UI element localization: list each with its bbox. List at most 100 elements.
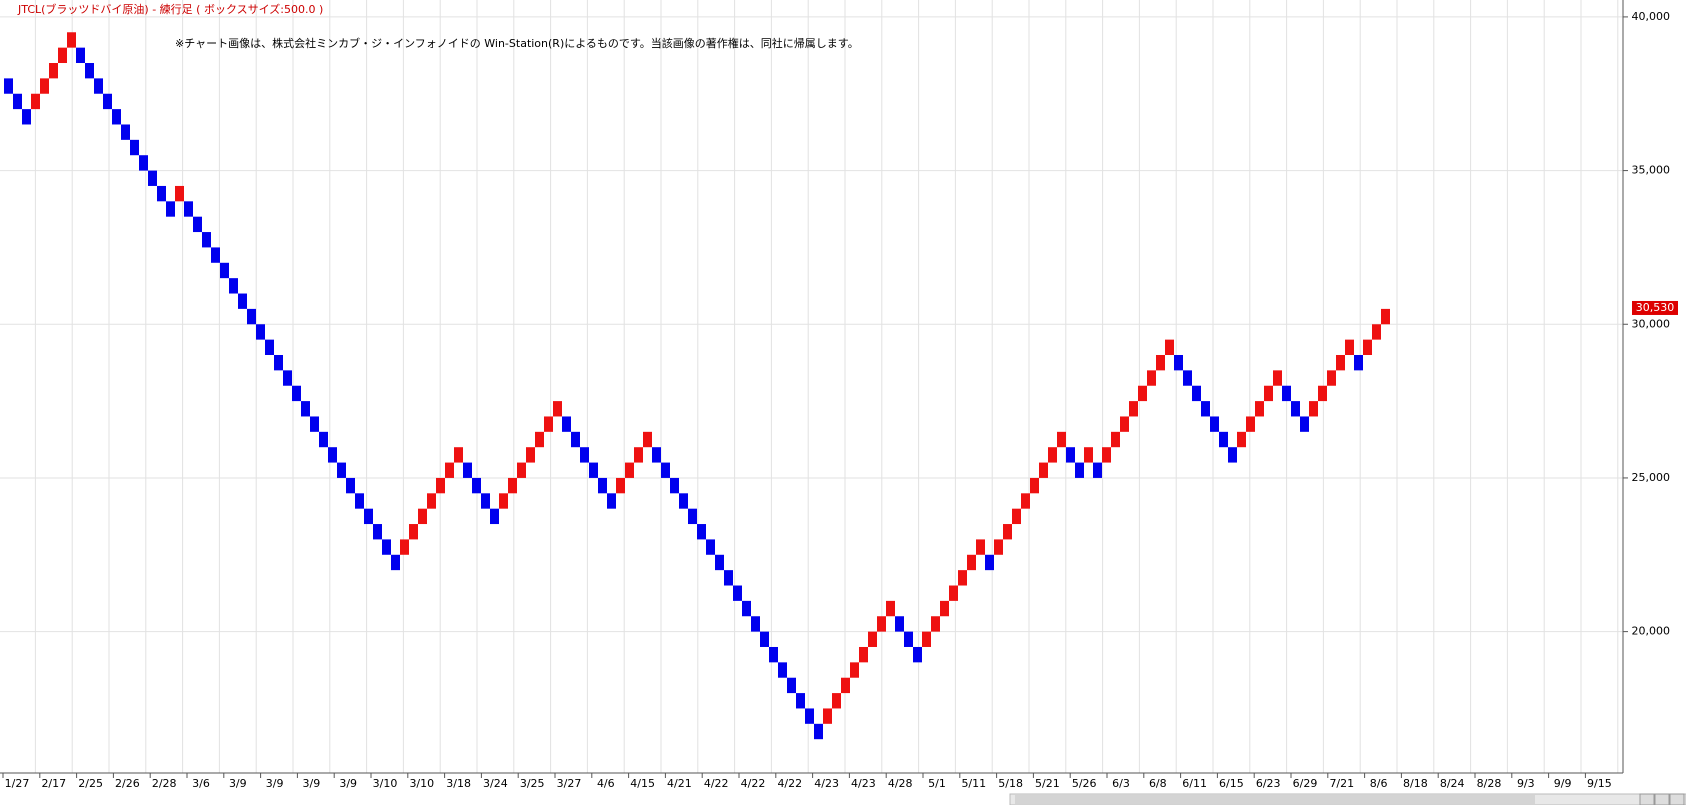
renko-brick [661,462,670,478]
renko-brick [742,600,751,617]
renko-brick [1021,493,1030,509]
renko-brick [247,308,256,325]
renko-brick [283,370,292,386]
renko-brick [760,631,769,647]
x-tick-label: 3/10 [373,777,398,790]
scrollbar[interactable] [1009,793,1686,805]
renko-brick [553,401,562,417]
renko-brick [931,616,940,632]
x-tick-label: 5/18 [998,777,1023,790]
renko-brick [445,462,454,478]
renko-brick [1309,401,1318,417]
renko-brick [382,539,391,555]
x-tick-label: 3/9 [303,777,321,790]
renko-brick [832,693,841,709]
renko-brick [1012,508,1021,525]
x-tick-label: 6/29 [1293,777,1318,790]
renko-brick [1246,416,1255,432]
renko-brick [67,32,76,48]
x-tick-label: 3/6 [192,777,210,790]
renko-brick [31,93,40,110]
renko-brick [724,570,733,586]
renko-brick [1030,477,1039,494]
renko-brick [859,646,868,663]
x-tick-label: 4/23 [851,777,876,790]
x-tick-label: 6/15 [1219,777,1244,790]
renko-brick [373,524,382,540]
scroll-button[interactable] [1639,793,1655,805]
x-tick-label: 6/8 [1149,777,1167,790]
renko-brick [1156,354,1165,371]
x-tick-label: 3/27 [557,777,582,790]
renko-brick [1003,524,1012,540]
renko-brick [751,616,760,632]
x-tick-label: 3/24 [483,777,508,790]
x-tick-label: 4/23 [814,777,839,790]
renko-brick [4,78,13,94]
renko-brick [841,677,850,694]
renko-brick [220,262,229,279]
x-tick-label: 3/10 [409,777,434,790]
x-tick-label: 5/11 [961,777,986,790]
renko-brick [319,431,328,448]
scroll-button[interactable] [1669,793,1685,805]
x-tick-label: 4/22 [741,777,766,790]
x-tick-label: 3/9 [339,777,357,790]
renko-brick [310,416,319,432]
renko-brick [922,631,931,647]
renko-brick [1120,416,1129,432]
renko-brick [1219,431,1228,448]
renko-brick [652,447,661,463]
renko-brick [1057,431,1066,448]
renko-brick [544,416,553,432]
renko-brick [22,109,31,125]
x-tick-label: 4/6 [597,777,615,790]
renko-brick [1129,401,1138,417]
x-tick-label: 4/21 [667,777,692,790]
renko-brick [355,493,364,509]
last-price-label: 30,530 [1636,301,1675,314]
renko-brick [1381,308,1390,325]
x-tick-label: 8/28 [1477,777,1502,790]
renko-brick [1075,462,1084,478]
renko-brick [238,293,247,309]
renko-brick [1228,447,1237,463]
renko-brick [580,447,589,463]
x-tick-label: 9/15 [1587,777,1612,790]
renko-brick [517,462,526,478]
x-tick-label: 4/15 [630,777,655,790]
renko-brick [733,585,742,601]
renko-brick [85,63,94,79]
scroll-button[interactable] [1654,793,1670,805]
renko-brick [301,401,310,417]
renko-brick [481,493,490,509]
renko-brick [1174,354,1183,371]
x-tick-label: 6/11 [1182,777,1207,790]
x-tick-label: 1/27 [5,777,30,790]
renko-brick [715,554,724,571]
renko-brick [706,539,715,555]
renko-brick [1147,370,1156,386]
renko-brick [778,662,787,678]
renko-brick [427,493,436,509]
renko-brick [1345,339,1354,355]
renko-brick [400,539,409,555]
renko-brick [1192,385,1201,402]
renko-brick [976,539,985,555]
y-tick-label: 40,000 [1632,10,1671,23]
y-tick-label: 20,000 [1632,625,1671,638]
renko-brick [616,477,625,494]
renko-brick [418,508,427,525]
x-tick-label: 8/6 [1370,777,1388,790]
renko-brick [157,185,166,202]
renko-brick [904,631,913,647]
scrollbar-thumb[interactable] [1015,795,1535,804]
x-tick-label: 6/23 [1256,777,1281,790]
renko-brick [958,570,967,586]
renko-brick [454,447,463,463]
x-tick-label: 5/26 [1072,777,1097,790]
renko-brick [562,416,571,432]
renko-brick [769,646,778,663]
